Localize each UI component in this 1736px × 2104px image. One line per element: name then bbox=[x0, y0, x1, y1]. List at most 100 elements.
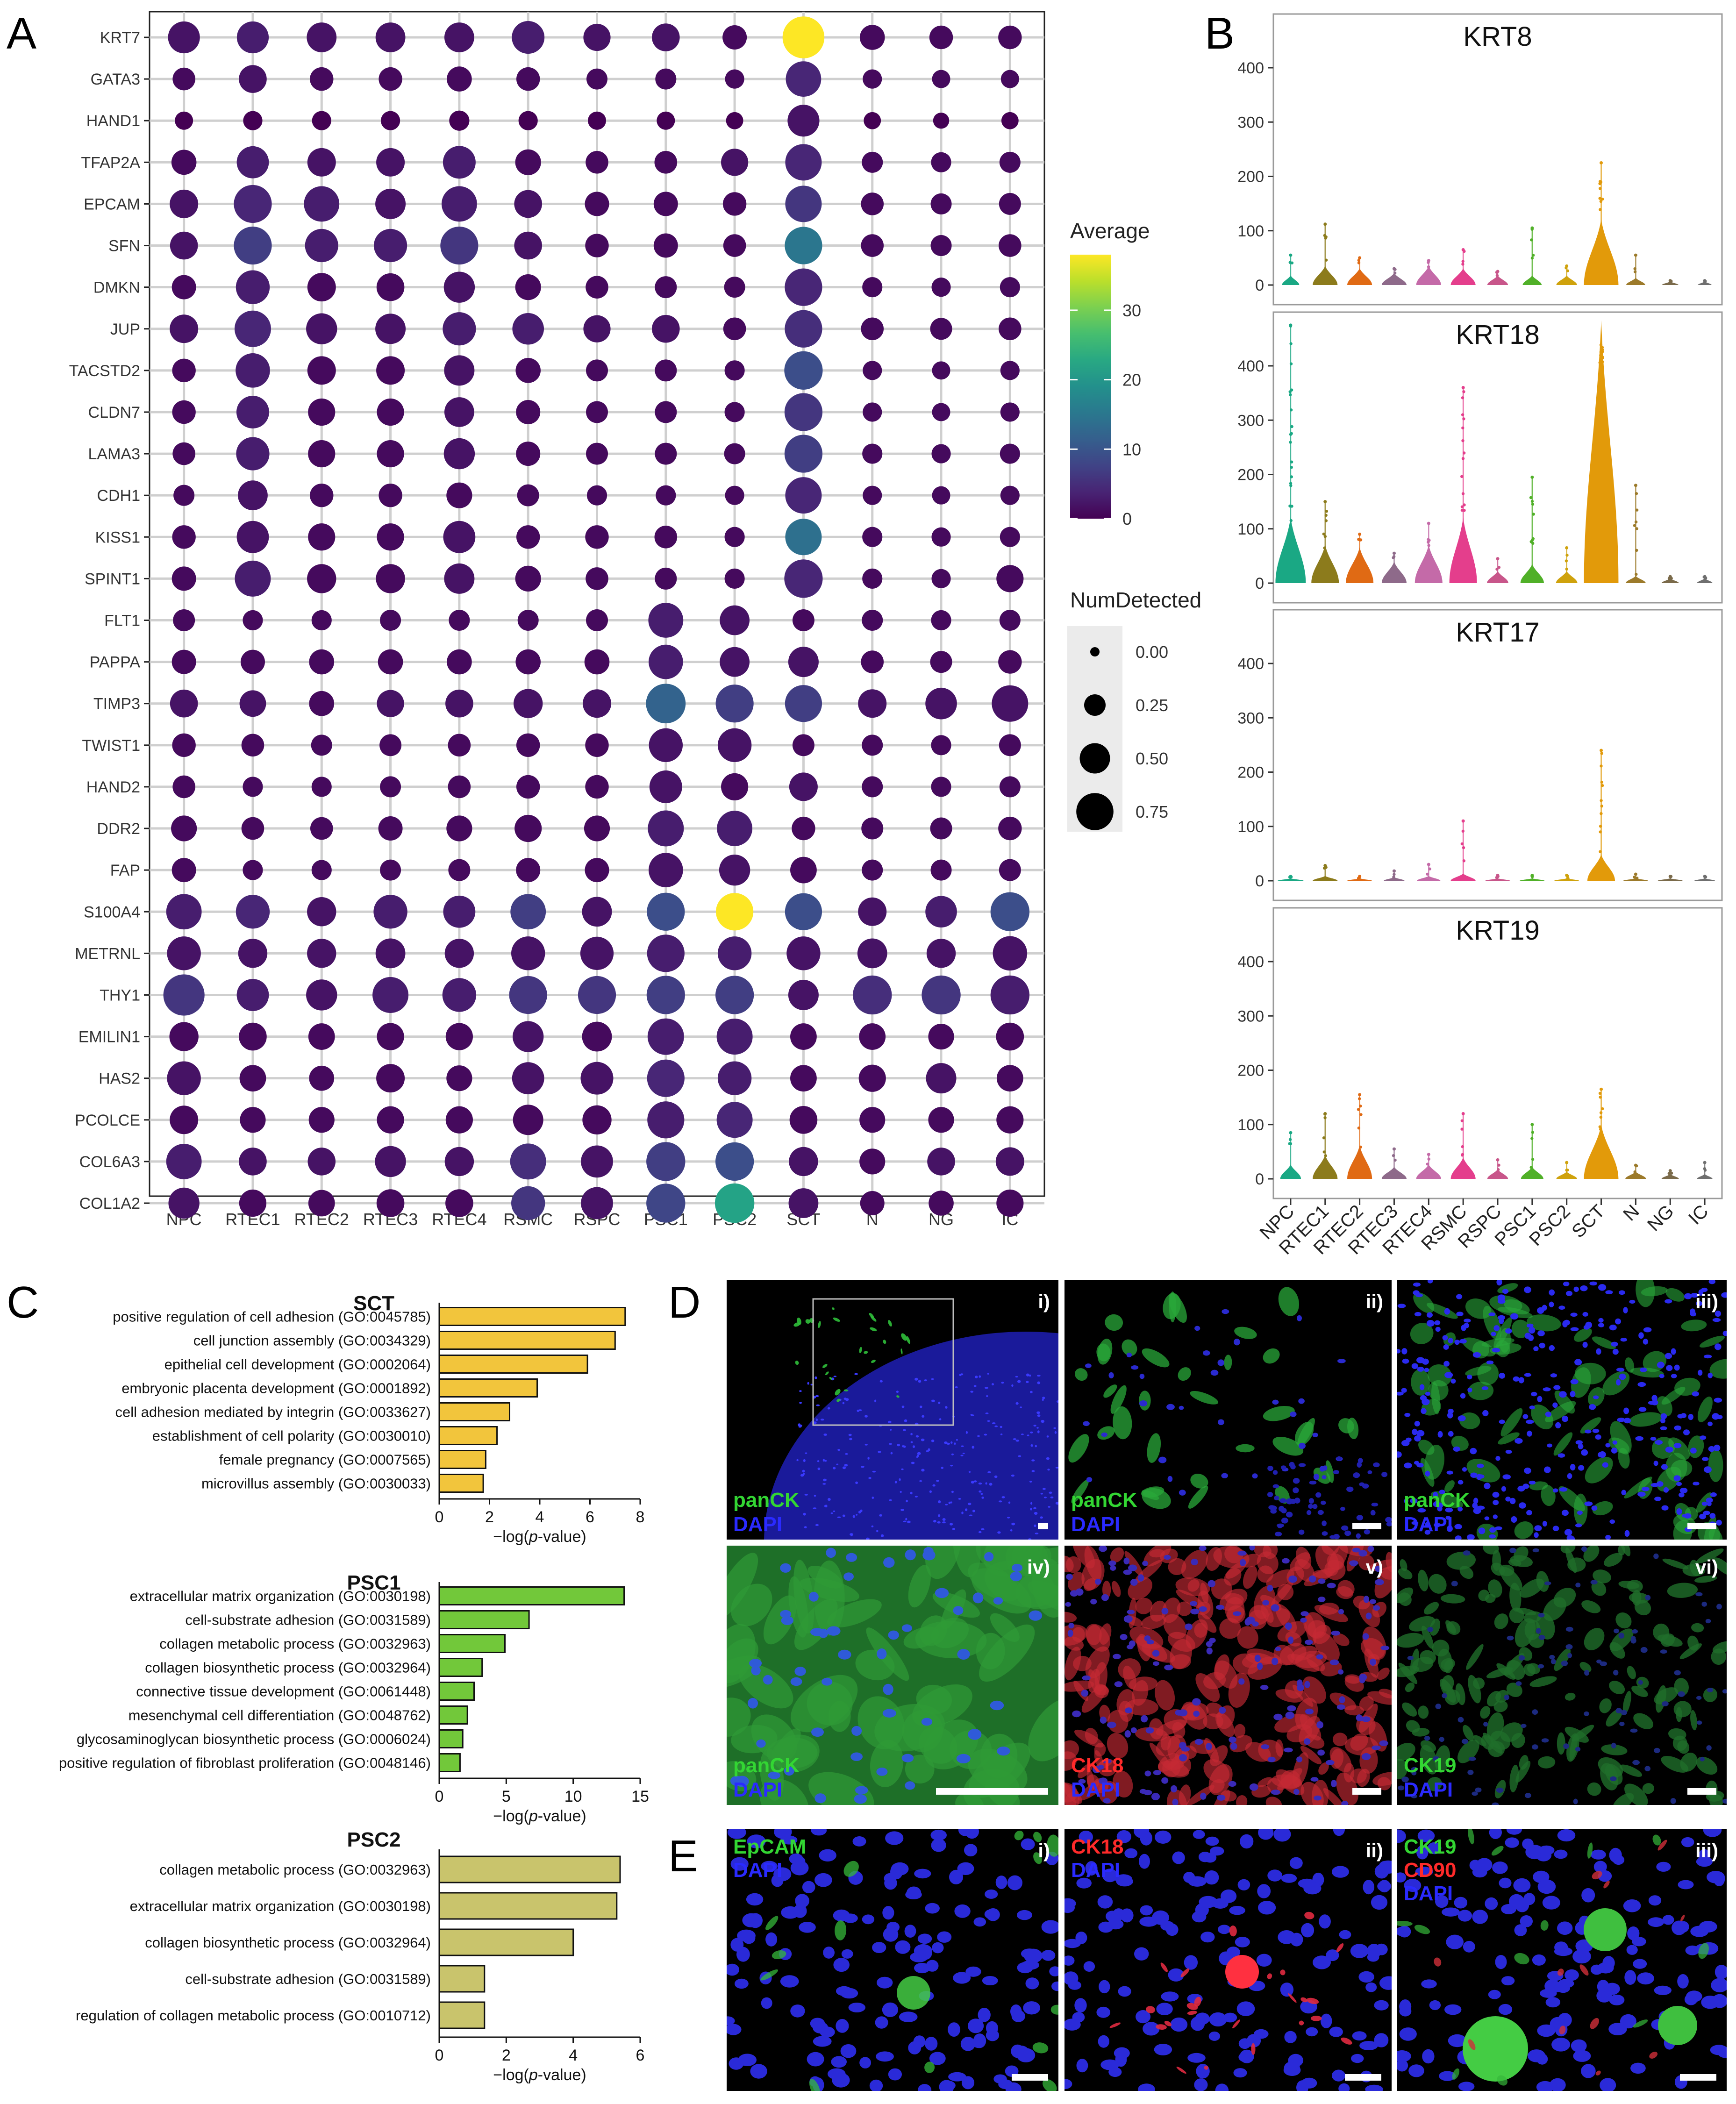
nucleus bbox=[1331, 1866, 1349, 1878]
violin-point bbox=[1633, 267, 1636, 271]
dot-S100A4-RTEC1 bbox=[236, 895, 270, 929]
nucleus bbox=[952, 1528, 955, 1530]
nucleus bbox=[967, 1503, 972, 1505]
nucleus bbox=[823, 1947, 835, 1959]
dot-CDH1-RTEC4 bbox=[446, 482, 472, 508]
violin-point bbox=[1460, 505, 1464, 508]
nucleus bbox=[1654, 1747, 1660, 1754]
gene-label: EPCAM bbox=[84, 195, 140, 213]
dot-GATA3-NPC bbox=[172, 67, 195, 91]
violin-point bbox=[1633, 524, 1636, 527]
go-term-label: cell junction assembly (GO:0034329) bbox=[193, 1333, 431, 1349]
nucleus bbox=[1716, 1415, 1723, 1419]
nucleus bbox=[1451, 1581, 1458, 1587]
violin-point bbox=[1668, 1169, 1672, 1173]
nucleus bbox=[1339, 1696, 1345, 1704]
dot-DDR2-RTEC2 bbox=[310, 817, 333, 840]
violin-KRT17-IC bbox=[1694, 878, 1715, 881]
nucleus bbox=[1597, 1962, 1614, 1974]
nucleus bbox=[972, 2038, 985, 2048]
nucleus bbox=[1532, 1548, 1539, 1553]
nucleus bbox=[925, 1903, 940, 1914]
nucleus bbox=[1102, 1759, 1112, 1764]
gene-label: SFN bbox=[108, 237, 140, 255]
nucleus bbox=[1632, 1760, 1640, 1765]
nucleus bbox=[876, 2051, 894, 2062]
nucleus bbox=[1515, 1438, 1523, 1444]
nucleus bbox=[1705, 1619, 1711, 1624]
nucleus bbox=[1573, 1798, 1578, 1804]
stained-cell bbox=[1410, 1323, 1434, 1344]
violin-point bbox=[1290, 261, 1294, 264]
nucleus bbox=[1194, 1739, 1203, 1745]
nucleus bbox=[992, 1422, 996, 1424]
nucleus bbox=[929, 1490, 932, 1493]
stain-label: DAPI bbox=[1071, 1859, 1120, 1882]
nucleus bbox=[1637, 1972, 1654, 1985]
stained-cell bbox=[1676, 1707, 1682, 1722]
stained-cell bbox=[1251, 2043, 1256, 2055]
micrograph-index: ii) bbox=[1366, 1291, 1383, 1312]
stained-cell bbox=[1690, 1560, 1700, 1576]
stained-cell bbox=[1232, 2019, 1240, 2029]
nucleus bbox=[1011, 1522, 1015, 1526]
nucleus bbox=[1095, 1578, 1101, 1585]
nucleus bbox=[1598, 1284, 1607, 1291]
nucleus bbox=[903, 1445, 906, 1448]
nucleus bbox=[1137, 1574, 1144, 1582]
stain-label: DAPI bbox=[1404, 1778, 1453, 1801]
stained-cell bbox=[1299, 2020, 1304, 2026]
nucleus bbox=[800, 1474, 804, 1477]
violin-KRT17-RTEC4 bbox=[1417, 876, 1441, 881]
violin-point bbox=[1392, 1154, 1395, 1157]
nucleus bbox=[822, 1677, 833, 1686]
stained-cell bbox=[1107, 1733, 1129, 1759]
nucleus bbox=[1542, 1520, 1547, 1527]
nucleus bbox=[986, 1395, 988, 1398]
stained-cell bbox=[1418, 1705, 1429, 1719]
nucleus bbox=[1545, 1997, 1560, 2008]
go-bar bbox=[438, 1402, 510, 1421]
nucleus bbox=[1690, 1293, 1699, 1298]
dot-HAS2-PSC1 bbox=[647, 1059, 685, 1097]
nucleus bbox=[1297, 1684, 1304, 1691]
nucleus bbox=[1660, 1413, 1667, 1419]
dot-TWIST1-RTEC2 bbox=[311, 735, 332, 756]
nucleus bbox=[1467, 1769, 1474, 1775]
stain-label: panCK bbox=[733, 1489, 800, 1512]
violin-point bbox=[1358, 532, 1362, 536]
nucleus bbox=[1267, 1756, 1276, 1762]
nucleus bbox=[937, 1521, 941, 1524]
nucleus bbox=[1677, 1974, 1689, 1989]
nucleus bbox=[1144, 1770, 1151, 1776]
go-group-title: PSC1 bbox=[347, 1571, 401, 1594]
stained-cell bbox=[1508, 1559, 1522, 1567]
stained-cell bbox=[829, 1377, 832, 1380]
nucleus bbox=[1090, 1598, 1097, 1605]
stained-cell bbox=[751, 1714, 797, 1762]
stained-cell bbox=[1519, 1755, 1529, 1770]
nucleus bbox=[1316, 1654, 1323, 1660]
nucleus bbox=[1041, 1920, 1058, 1934]
nucleus bbox=[814, 1793, 826, 1804]
nucleus bbox=[1118, 1986, 1131, 1997]
nucleus bbox=[1076, 2059, 1088, 2073]
stained-cell bbox=[1304, 1734, 1325, 1749]
stained-cell bbox=[1622, 1690, 1631, 1714]
violin-panel-title: KRT8 bbox=[1463, 21, 1532, 52]
nucleus bbox=[900, 1509, 904, 1511]
nucleus bbox=[1321, 1500, 1326, 1505]
stained-cell bbox=[1486, 1712, 1504, 1741]
dot-HAND1-RSMC bbox=[518, 111, 538, 130]
nucleus bbox=[896, 1391, 899, 1393]
stain-label: DAPI bbox=[733, 1778, 782, 1801]
gene-label: GATA3 bbox=[91, 71, 140, 88]
violin-point bbox=[1565, 559, 1568, 563]
nucleus bbox=[1410, 1498, 1418, 1504]
violin-point bbox=[1324, 258, 1328, 262]
stained-cell bbox=[1190, 1391, 1219, 1405]
dot-SPINT1-PSC1 bbox=[655, 567, 677, 590]
nucleus bbox=[901, 1468, 904, 1470]
nucleus bbox=[1188, 1876, 1207, 1887]
nucleus bbox=[1536, 1628, 1541, 1634]
